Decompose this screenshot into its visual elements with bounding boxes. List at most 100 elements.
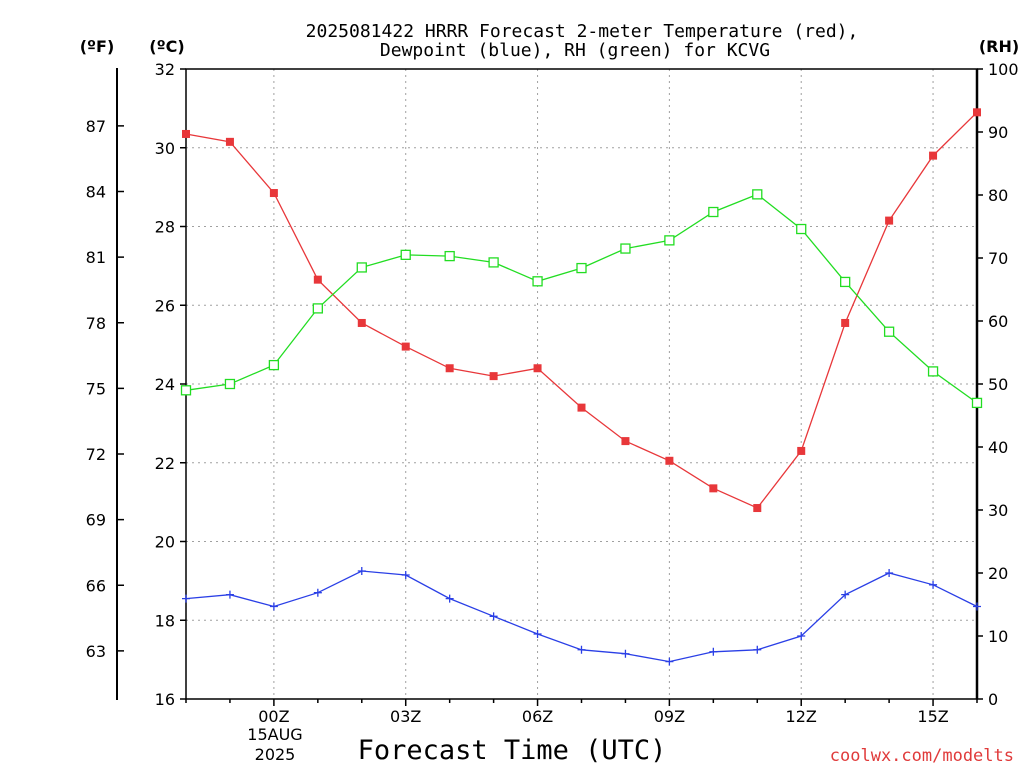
dewpoint-point (401, 570, 410, 579)
temperature-point (753, 504, 762, 513)
temperature-point (225, 137, 234, 146)
fahrenheit-tick-label: 72 (86, 445, 106, 464)
relative-humidity-point (400, 249, 411, 261)
relative-humidity-point (971, 397, 983, 409)
x-axis-label: Forecast Time (UTC) (358, 735, 667, 766)
dewpoint-point (182, 594, 190, 603)
temperature-point (577, 403, 586, 412)
relative-humidity-point (664, 235, 675, 246)
temperature-point (665, 456, 674, 465)
dewpoint-point (709, 647, 718, 656)
dewpoint-point (841, 590, 850, 599)
temperature-point (533, 364, 542, 373)
dewpoint-point (665, 657, 674, 666)
relative-humidity-point (488, 257, 499, 268)
temperature-point (269, 189, 278, 198)
temperature-point (313, 275, 322, 284)
relative-humidity-point (576, 262, 587, 274)
relative-humidity-point (224, 378, 236, 390)
rh-tick-label: 40 (988, 438, 1008, 457)
axis-ticks: 16 18 20 22 24 26 28 30 32 63 66 69 72 75 78 81 84 87 0 10 2… (86, 60, 1019, 726)
temperature-point (445, 364, 454, 373)
dewpoint-point (577, 645, 586, 654)
rh-tick-label: 20 (988, 564, 1008, 583)
celsius-tick-label: 28 (155, 218, 175, 237)
relative-humidity-point (752, 189, 763, 200)
fahrenheit-tick-label: 87 (86, 117, 106, 136)
x-tick-label: 00Z (258, 707, 289, 726)
dewpoint-point (445, 594, 454, 603)
relative-humidity-point (268, 359, 280, 371)
x-tick-label: 06Z (522, 707, 553, 726)
rh-tick-label: 100 (988, 60, 1019, 79)
relative-humidity-point (312, 303, 323, 314)
temperature-point (357, 318, 366, 327)
relative-humidity-point (180, 385, 192, 396)
dewpoint-point (269, 602, 278, 611)
chart-title-line-1: 2025081422 HRRR Forecast 2-meter Tempera… (306, 21, 859, 42)
fahrenheit-tick-label: 63 (86, 642, 106, 661)
x-tick-label: 15Z (917, 707, 948, 726)
x-tick-label: 09Z (654, 707, 685, 726)
rh-tick-label: 0 (988, 690, 998, 709)
x-tick-label: 12Z (786, 707, 817, 726)
temperature-point (973, 108, 981, 117)
fahrenheit-tick-label: 78 (86, 314, 106, 333)
watermark-link[interactable]: coolwx.com/modelts (830, 746, 1014, 766)
relative-humidity-point (840, 276, 851, 288)
rh-tick-label: 30 (988, 501, 1008, 520)
temperature-point (929, 151, 938, 160)
temperature-point (621, 437, 630, 446)
rh-tick-label: 80 (988, 186, 1008, 205)
rh-tick-label: 90 (988, 123, 1008, 142)
temperature-point (401, 342, 410, 351)
series-layer (180, 108, 983, 666)
temperature-point (885, 216, 894, 225)
dewpoint-point (533, 630, 542, 639)
celsius-tick-label: 20 (155, 533, 175, 552)
dewpoint-point (797, 632, 806, 640)
temperature-point (709, 484, 718, 493)
dewpoint-point (929, 580, 938, 589)
grid-lines (186, 69, 977, 699)
fahrenheit-tick-label: 81 (86, 248, 106, 267)
dewpoint-point (357, 567, 366, 576)
rh-tick-label: 10 (988, 627, 1008, 646)
rh-tick-label: 60 (988, 312, 1008, 331)
fahrenheit-unit-label: (ºF) (80, 37, 115, 56)
relative-humidity-point (444, 250, 455, 262)
dewpoint-point (225, 590, 234, 599)
relative-humidity-point (532, 276, 543, 287)
celsius-tick-label: 18 (155, 611, 175, 630)
rh-tick-label: 70 (988, 249, 1008, 268)
fahrenheit-tick-label: 66 (86, 576, 106, 595)
relative-humidity-point (883, 326, 895, 337)
temperature-point (841, 318, 850, 327)
relative-humidity-point (620, 243, 631, 254)
temperature-point (182, 129, 190, 138)
dewpoint-point (621, 649, 630, 658)
temperature-point (489, 372, 498, 381)
chart-title-line-2: Dewpoint (blue), RH (green) for KCVG (380, 40, 770, 61)
relative-humidity-point (796, 223, 807, 235)
dewpoint-point (313, 588, 322, 597)
dewpoint-point (753, 645, 762, 654)
celsius-tick-label: 26 (155, 296, 175, 315)
date-label-year: 2025 (255, 745, 296, 764)
dewpoint-point (489, 612, 498, 621)
celsius-unit-label: (ºC) (149, 37, 184, 56)
dewpoint-point (973, 602, 981, 611)
celsius-tick-label: 30 (155, 139, 175, 158)
celsius-tick-label: 22 (155, 454, 175, 473)
celsius-tick-label: 24 (155, 375, 175, 394)
x-tick-label: 03Z (390, 707, 421, 726)
date-label-day: 15AUG (247, 725, 302, 744)
dewpoint-point (885, 569, 894, 577)
relative-humidity-point (356, 262, 367, 273)
fahrenheit-tick-label: 84 (86, 183, 106, 202)
fahrenheit-tick-label: 75 (86, 379, 106, 398)
rh-unit-label: (RH) (979, 37, 1019, 56)
temperature-line (185, 111, 978, 509)
relative-humidity-point (708, 206, 719, 218)
